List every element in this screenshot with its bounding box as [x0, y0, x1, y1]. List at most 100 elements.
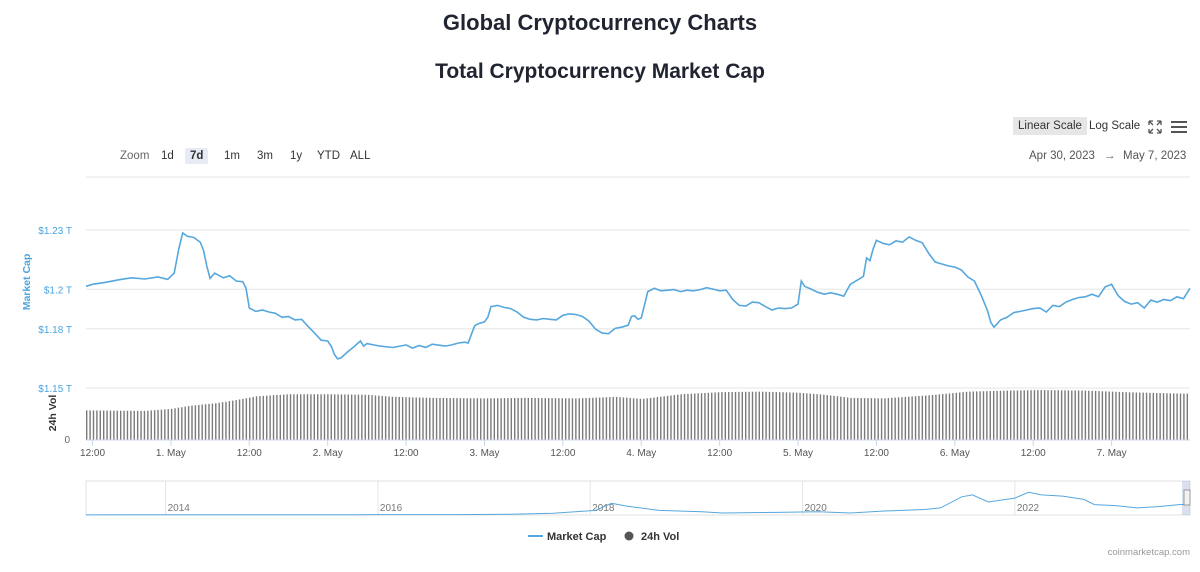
- volume-bar: [1016, 390, 1019, 440]
- menu-icon[interactable]: [1170, 119, 1188, 135]
- volume-bar: [106, 410, 108, 440]
- volume-bar: [554, 398, 557, 440]
- volume-bar: [690, 393, 693, 440]
- zoom-1d-button[interactable]: 1d: [161, 150, 174, 162]
- volume-bar: [140, 410, 142, 440]
- volume-bar: [1098, 391, 1100, 440]
- navigator-handle[interactable]: [1183, 489, 1191, 506]
- volume-bar: [761, 391, 764, 440]
- volume-bar: [843, 397, 845, 440]
- volume-bar: [493, 398, 496, 440]
- volume-bar: [697, 393, 699, 440]
- volume-bar: [918, 395, 920, 440]
- volume-bar: [143, 410, 146, 440]
- volume-bars: [86, 390, 1189, 440]
- zoom-3m-button[interactable]: 3m: [257, 150, 273, 162]
- volume-bar: [575, 398, 577, 440]
- volume-bar: [194, 405, 197, 440]
- volume-bar: [89, 410, 91, 440]
- volume-bar: [717, 392, 720, 440]
- legend-volume-symbol[interactable]: [624, 531, 634, 541]
- volume-bar: [812, 393, 815, 440]
- volume-bar: [874, 398, 876, 440]
- volume-bar: [534, 397, 536, 440]
- zoom-7d-button[interactable]: 7d: [185, 148, 209, 164]
- volume-bar: [1033, 390, 1036, 440]
- volume-bar: [911, 396, 913, 440]
- volume-bar: [1057, 390, 1059, 440]
- volume-bar: [361, 394, 363, 440]
- volume-bar: [632, 398, 635, 440]
- volume-bar: [802, 393, 805, 440]
- volume-bar: [310, 394, 312, 440]
- volume-bar: [289, 394, 292, 440]
- zoom-ytd-button[interactable]: YTD: [317, 150, 340, 162]
- volume-bar: [1084, 390, 1087, 440]
- legend-market-cap[interactable]: Market Cap: [547, 531, 607, 543]
- volume-bar: [432, 397, 434, 440]
- fullscreen-icon[interactable]: [1146, 118, 1164, 136]
- volume-bar: [666, 395, 669, 440]
- volume-bar: [323, 394, 326, 440]
- volume-bar: [405, 397, 407, 440]
- volume-bar: [187, 406, 190, 440]
- volume-bar: [490, 398, 492, 440]
- zoom-1y-button[interactable]: 1y: [290, 150, 303, 162]
- log-scale-button[interactable]: Log Scale: [1089, 120, 1141, 132]
- navigator-tick-label: 2018: [592, 503, 615, 514]
- volume-bar: [564, 398, 567, 440]
- volume-bar: [92, 410, 95, 440]
- volume-bar: [1060, 390, 1063, 440]
- volume-bar: [228, 401, 231, 440]
- navigator-series: [85, 491, 1191, 516]
- zoom-all-button[interactable]: ALL: [350, 150, 371, 162]
- legend-volume[interactable]: 24h Vol: [641, 531, 679, 543]
- zoom-1m-button[interactable]: 1m: [224, 150, 240, 162]
- volume-bar: [303, 394, 305, 440]
- volume-bar: [609, 397, 611, 440]
- volume-bar: [391, 396, 394, 440]
- volume-bar: [643, 398, 645, 440]
- navigator-selection[interactable]: [1182, 481, 1190, 515]
- volume-bar: [809, 393, 811, 440]
- volume-bar: [962, 392, 964, 440]
- volume-bar: [653, 397, 655, 440]
- volume-bar: [948, 393, 951, 440]
- volume-bar: [1125, 392, 1127, 440]
- volume-bar: [728, 392, 730, 440]
- volume-bar: [1139, 392, 1141, 440]
- volume-bar: [452, 398, 455, 440]
- volume-bar: [371, 395, 373, 440]
- volume-bar: [1122, 392, 1124, 440]
- volume-bar: [541, 398, 543, 440]
- volume-bar: [768, 391, 771, 440]
- range-from[interactable]: Apr 30, 2023: [1029, 150, 1095, 162]
- volume-bar: [836, 396, 839, 440]
- volume-bar: [683, 394, 686, 440]
- linear-scale-button[interactable]: Linear Scale: [1013, 117, 1087, 135]
- volume-bar: [1091, 390, 1093, 440]
- volume-bar: [894, 397, 896, 440]
- chart-title: Total Cryptocurrency Market Cap: [435, 60, 765, 83]
- volume-bar: [316, 394, 319, 440]
- y-tick-label: $1.23 T: [38, 226, 72, 237]
- x-tick-label: 12:00: [394, 448, 419, 459]
- volume-bar: [1054, 390, 1056, 440]
- volume-bar: [979, 391, 981, 440]
- volume-bar: [904, 396, 907, 440]
- volume-bar: [300, 394, 302, 440]
- volume-bar: [327, 394, 329, 440]
- volume-bar: [527, 397, 529, 440]
- volume-bar: [530, 397, 533, 440]
- volume-bar: [751, 391, 754, 440]
- volume-bar: [459, 398, 462, 440]
- x-tick-label: 12:00: [80, 448, 105, 459]
- volume-bar: [959, 392, 961, 440]
- range-to[interactable]: May 7, 2023: [1123, 150, 1187, 162]
- volume-bar: [588, 397, 591, 440]
- volume-bar: [296, 394, 299, 440]
- volume-bar: [578, 398, 580, 440]
- volume-bar: [1026, 390, 1029, 440]
- volume-bar: [283, 394, 285, 440]
- volume-bar: [897, 397, 900, 440]
